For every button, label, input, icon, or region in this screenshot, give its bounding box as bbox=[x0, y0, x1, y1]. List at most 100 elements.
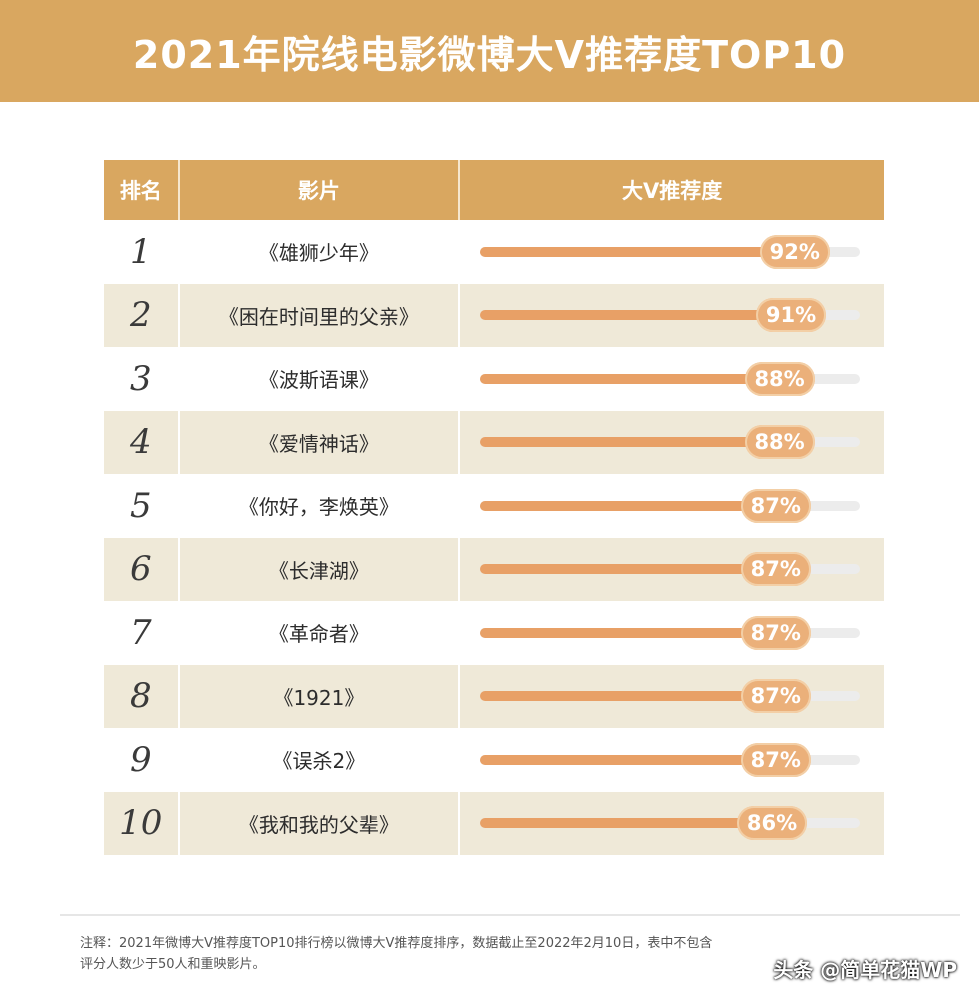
rank-number: 3 bbox=[129, 358, 152, 399]
film-cell: 《1921》 bbox=[180, 664, 461, 728]
film-cell: 《误杀2》 bbox=[180, 728, 461, 792]
film-cell: 《长津湖》 bbox=[180, 537, 461, 601]
rank-cell: 7 bbox=[104, 601, 180, 665]
footer-divider bbox=[60, 914, 960, 916]
table-row: 2 《困在时间里的父亲》 91% bbox=[104, 283, 884, 348]
score-cell: 87% bbox=[460, 474, 884, 538]
table-row: 9 《误杀2》 87% bbox=[104, 728, 884, 792]
score-cell: 87% bbox=[460, 601, 884, 665]
rank-cell: 6 bbox=[104, 537, 180, 601]
table-row: 7 《革命者》 87% bbox=[104, 601, 884, 665]
film-cell: 《我和我的父辈》 bbox=[180, 791, 461, 855]
table-row: 3 《波斯语课》 88% bbox=[104, 347, 884, 411]
film-title: 《长津湖》 bbox=[268, 558, 369, 583]
table-row: 4 《爱情神话》 88% bbox=[104, 410, 884, 475]
header-film: 影片 bbox=[180, 160, 461, 220]
score-bar-track bbox=[480, 373, 861, 384]
header-rank: 排名 bbox=[104, 160, 180, 220]
title-banner: 2021年院线电影微博大V推荐度TOP10 bbox=[0, 0, 979, 102]
film-cell: 《爱情神话》 bbox=[180, 410, 461, 474]
score-bar bbox=[480, 373, 780, 384]
score-label: 87% bbox=[740, 679, 811, 714]
rank-number: 4 bbox=[129, 422, 152, 463]
rank-cell: 1 bbox=[104, 220, 180, 284]
score-label: 92% bbox=[759, 234, 830, 269]
score-bar-track bbox=[480, 564, 861, 575]
score-label: 87% bbox=[740, 742, 811, 777]
film-title: 《1921》 bbox=[273, 685, 365, 710]
rank-number: 5 bbox=[129, 485, 152, 526]
score-label: 86% bbox=[736, 806, 807, 841]
rank-number: 7 bbox=[129, 612, 152, 653]
score-label: 88% bbox=[744, 425, 815, 460]
score-bar-track bbox=[480, 500, 861, 511]
footnote-line-2: 评分人数少于50人和重映影片。 bbox=[80, 957, 266, 972]
score-cell: 88% bbox=[460, 411, 884, 475]
score-bar bbox=[480, 564, 776, 575]
score-bar-track bbox=[480, 754, 861, 765]
score-cell: 87% bbox=[460, 728, 884, 792]
rank-number: 10 bbox=[119, 803, 163, 844]
score-label: 88% bbox=[744, 361, 815, 396]
score-bar bbox=[480, 246, 795, 257]
table-row: 6 《长津湖》 87% bbox=[104, 537, 884, 602]
score-bar bbox=[480, 818, 772, 829]
score-cell: 88% bbox=[460, 347, 884, 411]
table-row: 8 《1921》 87% bbox=[104, 664, 884, 729]
film-title: 《革命者》 bbox=[268, 622, 369, 647]
rank-cell: 8 bbox=[104, 664, 180, 728]
film-title: 《我和我的父辈》 bbox=[238, 812, 399, 837]
table-body: 1 《雄狮少年》 92% 2 《困在时间里的父亲》 91% 3 《波斯语课》 88% 4 《爱情神话… bbox=[104, 220, 884, 855]
score-bar bbox=[480, 754, 776, 765]
score-bar-track bbox=[480, 310, 861, 321]
score-cell: 87% bbox=[460, 538, 884, 602]
header-score: 大V推荐度 bbox=[621, 179, 723, 203]
score-bar-track bbox=[480, 246, 861, 257]
score-bar bbox=[480, 310, 791, 321]
rank-number: 9 bbox=[129, 739, 152, 780]
film-cell: 《波斯语课》 bbox=[180, 347, 461, 411]
ranking-table: 排名 影片 大V推荐度 1 《雄狮少年》 92% 2 《困在时间里的父亲》 91% 3 《波斯… bbox=[104, 160, 884, 855]
score-label: 87% bbox=[740, 615, 811, 650]
rank-cell: 3 bbox=[104, 347, 180, 411]
rank-cell: 10 bbox=[104, 791, 180, 855]
film-cell: 《革命者》 bbox=[180, 601, 461, 665]
film-cell: 《你好，李焕英》 bbox=[180, 474, 461, 538]
rank-number: 6 bbox=[129, 549, 152, 590]
score-cell: 91% bbox=[460, 284, 884, 348]
rank-number: 8 bbox=[129, 676, 152, 717]
rank-cell: 2 bbox=[104, 283, 180, 347]
film-title: 《雄狮少年》 bbox=[258, 241, 379, 266]
score-cell: 86% bbox=[460, 792, 884, 856]
watermark: 头条 @简单花猫WP bbox=[773, 958, 957, 982]
chart-title: 2021年院线电影微博大V推荐度TOP10 bbox=[132, 32, 847, 77]
rank-number: 2 bbox=[129, 295, 152, 336]
score-label: 91% bbox=[755, 298, 826, 333]
score-bar-track bbox=[480, 627, 861, 638]
film-title: 《你好，李焕英》 bbox=[238, 495, 399, 520]
score-cell: 87% bbox=[460, 665, 884, 729]
score-bar-track bbox=[480, 691, 861, 702]
score-bar bbox=[480, 691, 776, 702]
table-row: 5 《你好，李焕英》 87% bbox=[104, 474, 884, 538]
table-header: 排名 影片 大V推荐度 bbox=[104, 160, 884, 220]
score-bar-track bbox=[480, 437, 861, 448]
film-title: 《误杀2》 bbox=[272, 749, 366, 774]
table-row: 1 《雄狮少年》 92% bbox=[104, 220, 884, 284]
footnote: 注释：2021年微博大V推荐度TOP10排行榜以微博大V推荐度排序，数据截止至2… bbox=[80, 933, 910, 975]
rank-number: 1 bbox=[129, 231, 152, 272]
table-row: 10 《我和我的父辈》 86% bbox=[104, 791, 884, 856]
score-label: 87% bbox=[740, 552, 811, 587]
score-bar bbox=[480, 437, 780, 448]
rank-cell: 9 bbox=[104, 728, 180, 792]
score-bar bbox=[480, 500, 776, 511]
film-cell: 《困在时间里的父亲》 bbox=[180, 283, 461, 347]
film-cell: 《雄狮少年》 bbox=[180, 220, 461, 284]
rank-cell: 4 bbox=[104, 410, 180, 474]
rank-cell: 5 bbox=[104, 474, 180, 538]
score-bar-track bbox=[480, 818, 861, 829]
footnote-line-1: 注释：2021年微博大V推荐度TOP10排行榜以微博大V推荐度排序，数据截止至2… bbox=[80, 936, 713, 951]
film-title: 《困在时间里的父亲》 bbox=[218, 304, 419, 329]
film-title: 《爱情神话》 bbox=[258, 431, 379, 456]
